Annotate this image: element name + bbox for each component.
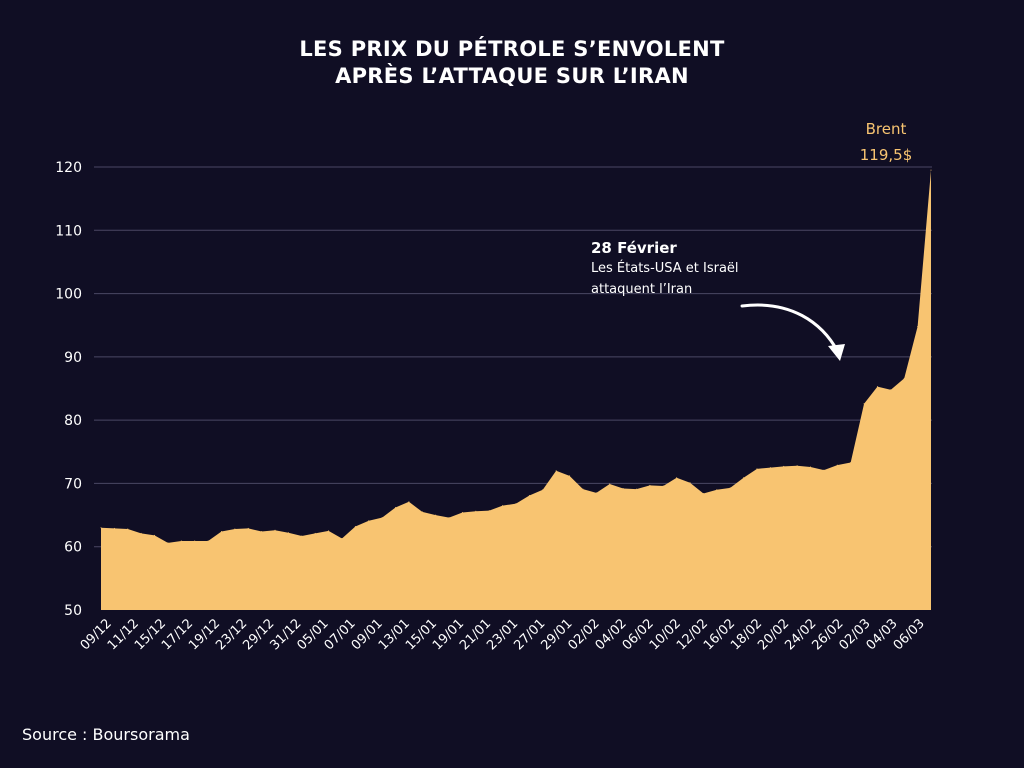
data-point bbox=[461, 512, 463, 514]
arrow-head bbox=[828, 344, 845, 361]
data-point bbox=[488, 510, 490, 512]
data-point bbox=[408, 501, 410, 503]
data-point bbox=[756, 468, 758, 470]
annotation: 28 Février Les États-USA et Israël attaq… bbox=[591, 238, 739, 300]
data-point bbox=[823, 469, 825, 471]
y-tick-label: 110 bbox=[55, 223, 82, 239]
data-point bbox=[395, 506, 397, 508]
data-point bbox=[930, 169, 932, 171]
data-point bbox=[180, 540, 182, 542]
data-point bbox=[261, 531, 263, 533]
data-point bbox=[341, 537, 343, 539]
y-tick-label: 100 bbox=[55, 287, 82, 303]
data-point bbox=[890, 389, 892, 391]
y-axis-labels: 50 60 70 80 90 100 110 120 bbox=[55, 160, 82, 619]
source-note: Source : Boursorama bbox=[22, 725, 190, 744]
data-point bbox=[113, 527, 115, 529]
data-point bbox=[716, 489, 718, 491]
x-axis-labels: 09/1211/1215/1217/1219/1223/1229/1231/12… bbox=[78, 616, 928, 653]
data-point bbox=[917, 325, 919, 327]
data-point bbox=[582, 488, 584, 490]
arrow-curve bbox=[740, 303, 840, 354]
data-point bbox=[207, 540, 209, 542]
title-line-2: APRÈS L’ATTAQUE SUR L’IRAN bbox=[335, 64, 689, 88]
data-point bbox=[689, 482, 691, 484]
y-tick-label: 80 bbox=[64, 413, 82, 429]
data-point bbox=[314, 532, 316, 534]
data-point bbox=[502, 505, 504, 507]
data-point bbox=[796, 465, 798, 467]
title-line-1: LES PRIX DU PÉTROLE S’ENVOLENT bbox=[299, 37, 725, 61]
data-point bbox=[649, 484, 651, 486]
data-point bbox=[381, 517, 383, 519]
series-name-label: Brent bbox=[866, 120, 907, 138]
brent-price-area bbox=[101, 170, 931, 610]
data-point bbox=[167, 542, 169, 544]
data-point bbox=[609, 483, 611, 485]
data-point bbox=[903, 377, 905, 379]
data-point bbox=[622, 487, 624, 489]
data-point bbox=[729, 487, 731, 489]
data-point bbox=[354, 525, 356, 527]
data-point bbox=[100, 527, 102, 529]
data-point bbox=[301, 535, 303, 537]
data-point bbox=[274, 529, 276, 531]
y-tick-label: 50 bbox=[64, 603, 82, 619]
data-point bbox=[287, 532, 289, 534]
data-point bbox=[328, 530, 330, 532]
y-tick-label: 90 bbox=[64, 350, 82, 366]
data-point bbox=[569, 475, 571, 477]
data-point bbox=[220, 531, 222, 533]
y-tick-label: 70 bbox=[64, 476, 82, 492]
annotation-date: 28 Février bbox=[591, 239, 677, 257]
data-point bbox=[154, 534, 156, 536]
data-point bbox=[234, 528, 236, 530]
data-point bbox=[435, 514, 437, 516]
data-point bbox=[595, 492, 597, 494]
data-point bbox=[836, 464, 838, 466]
data-point bbox=[542, 489, 544, 491]
data-point bbox=[515, 503, 517, 505]
data-point bbox=[528, 494, 530, 496]
annotation-line-1: Les États-USA et Israël bbox=[591, 261, 739, 276]
annotation-line-2: attaquent l’Iran bbox=[591, 282, 693, 297]
data-point bbox=[368, 520, 370, 522]
data-point bbox=[863, 403, 865, 405]
series-area bbox=[100, 169, 932, 610]
last-value-marker: Brent 119,5$ bbox=[860, 120, 913, 164]
last-value-label: 119,5$ bbox=[860, 146, 913, 164]
data-point bbox=[448, 517, 450, 519]
data-point bbox=[850, 462, 852, 464]
data-point bbox=[140, 532, 142, 534]
data-point bbox=[127, 528, 129, 530]
data-point bbox=[876, 386, 878, 388]
data-point bbox=[555, 470, 557, 472]
data-point bbox=[769, 467, 771, 469]
data-point bbox=[635, 488, 637, 490]
chart-title: LES PRIX DU PÉTROLE S’ENVOLENT APRÈS L’A… bbox=[0, 36, 1024, 90]
x-tick-label: 06/03 bbox=[891, 616, 928, 653]
data-point bbox=[783, 465, 785, 467]
data-point bbox=[743, 477, 745, 479]
data-point bbox=[247, 527, 249, 529]
data-point bbox=[194, 540, 196, 542]
annotation-arrow bbox=[740, 303, 845, 361]
data-point bbox=[702, 493, 704, 495]
y-tick-label: 60 bbox=[64, 540, 82, 556]
data-point bbox=[662, 485, 664, 487]
data-point bbox=[475, 510, 477, 512]
data-point bbox=[676, 477, 678, 479]
data-point bbox=[810, 466, 812, 468]
data-point bbox=[421, 511, 423, 513]
y-tick-label: 120 bbox=[55, 160, 82, 176]
